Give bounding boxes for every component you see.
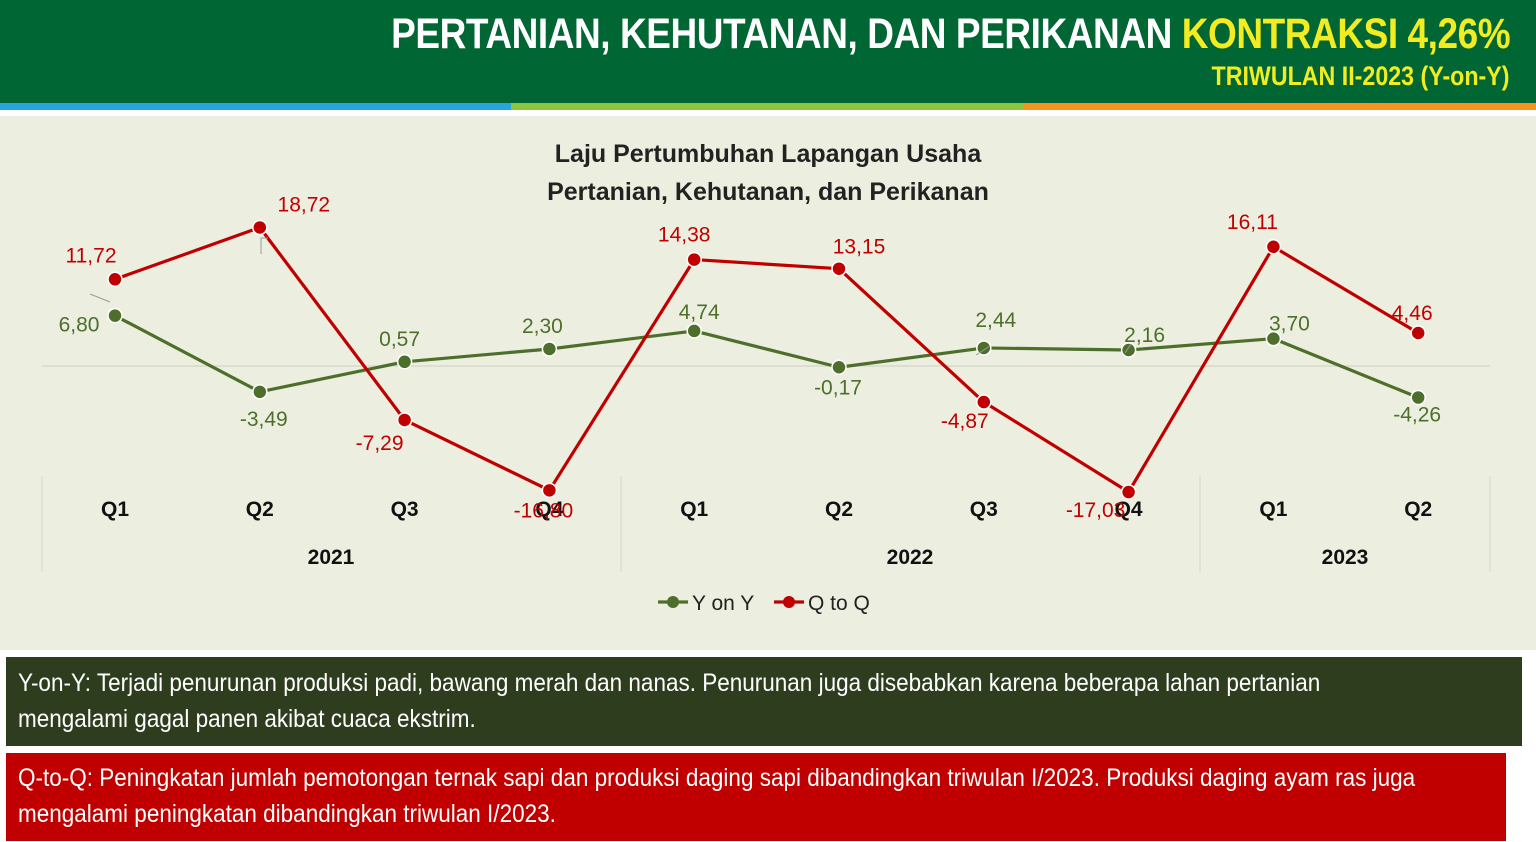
year-label: 2023	[1322, 546, 1369, 569]
data-label-qtq: 14,38	[658, 224, 711, 247]
legend-label-qtq: Q to Q	[808, 592, 870, 615]
data-label-qtq: -7,29	[356, 432, 404, 455]
x-tick-label: Q4	[1115, 498, 1143, 521]
legend-marker-yoy	[667, 596, 679, 608]
data-point-yoy	[1265, 330, 1282, 347]
data-point-qtq	[541, 482, 558, 499]
yoy-note-line-1: Y-on-Y: Terjadi penurunan produksi padi,…	[18, 669, 1321, 697]
x-tick-label: Q4	[535, 498, 563, 521]
data-point-qtq	[396, 412, 413, 428]
page-title-main: PERTANIAN, KEHUTANAN, DAN PERIKANAN	[390, 10, 1182, 58]
data-label-yoy: 3,70	[1269, 313, 1310, 336]
data-point-yoy	[107, 307, 123, 324]
data-label-yoy: 2,30	[522, 315, 563, 338]
data-point-yoy	[831, 359, 847, 376]
year-label: 2021	[308, 546, 355, 569]
x-tick-label: Q1	[101, 498, 129, 521]
series-line-qtq	[114, 225, 1420, 494]
x-tick-label: Q3	[391, 498, 419, 521]
data-point-qtq	[686, 251, 702, 268]
data-label-qtq: -16,80	[514, 499, 574, 522]
yoy-note-line-2: mengalami gagal panen akibat cuaca ekstr…	[18, 705, 476, 733]
x-tick-label: Q2	[1404, 498, 1432, 521]
x-tick-label: Q2	[825, 498, 853, 521]
growth-line-chart: Laju Pertumbuhan Lapangan Usaha Pertanian…	[41, 140, 1491, 615]
data-label-qtq: 16,11	[1227, 211, 1278, 234]
data-label-yoy: -4,26	[1393, 404, 1441, 427]
data-point-qtq	[107, 271, 123, 288]
data-label-yoy: 2,16	[1124, 324, 1165, 347]
data-label-qtq: -17,03	[1066, 499, 1126, 522]
legend-marker-qtq	[783, 596, 795, 608]
data-label-yoy: -0,17	[814, 376, 862, 399]
series-line-yoy	[114, 314, 1419, 400]
data-point-qtq	[831, 260, 847, 277]
x-tick-label: Q1	[1259, 498, 1287, 521]
chart-title-line-1: Laju Pertumbuhan Lapangan Usaha	[555, 140, 983, 168]
data-label-qtq: 13,15	[833, 236, 886, 259]
page-subtitle: TRIWULAN II-2023 (Y-on-Y)	[1211, 61, 1510, 91]
data-point-yoy	[252, 384, 268, 400]
x-tick-label: Q3	[970, 498, 998, 521]
data-label-qtq: -4,87	[941, 410, 989, 433]
data-label-qtq: 11,72	[66, 244, 117, 267]
legend-label-yoy: Y on Y	[692, 592, 754, 615]
data-label-qtq: 4,46	[1392, 302, 1433, 325]
label-leader-line-1	[89, 293, 111, 303]
page-title: PERTANIAN, KEHUTANAN, DAN PERIKANAN KONT…	[391, 10, 1510, 59]
stripe-blue	[0, 103, 511, 110]
qtq-note-line-1: Q-to-Q: Peningkatan jumlah pemotongan te…	[18, 764, 1416, 792]
data-point-qtq	[1410, 325, 1426, 341]
data-label-yoy: -3,49	[240, 408, 288, 431]
data-label-yoy: 6,80	[59, 314, 100, 337]
data-label-yoy: 4,74	[679, 301, 720, 324]
stripe-green	[511, 103, 1023, 110]
data-point-yoy	[686, 323, 702, 339]
page-title-highlight: KONTRAKSI 4,26%	[1181, 10, 1510, 58]
qtq-note-box: Q-to-Q: Peningkatan jumlah pemotongan te…	[6, 753, 1506, 841]
data-point-qtq	[1265, 239, 1282, 255]
data-point-yoy	[396, 354, 413, 370]
data-label-qtq: 18,72	[278, 193, 331, 216]
data-label-yoy: 0,57	[379, 328, 420, 351]
x-tick-label: Q2	[246, 498, 274, 521]
data-point-yoy	[1410, 389, 1426, 406]
chart-title-line-2: Pertanian, Kehutanan, dan Perikanan	[547, 178, 989, 206]
header-banner: PERTANIAN, KEHUTANAN, DAN PERIKANAN KONT…	[0, 0, 1536, 103]
stripe-orange	[1023, 103, 1536, 110]
data-point-qtq	[976, 394, 992, 410]
data-point-yoy	[976, 340, 992, 356]
label-leader-line-0	[260, 237, 268, 254]
yoy-note-box: Y-on-Y: Terjadi penurunan produksi padi,…	[6, 657, 1522, 746]
data-point-qtq	[252, 219, 268, 236]
label-leader-line-2	[975, 345, 991, 356]
qtq-note-line-2: mengalami peningkatan dibandingkan triwu…	[18, 800, 556, 828]
data-point-qtq	[1120, 484, 1137, 500]
data-label-yoy: 2,44	[975, 309, 1016, 332]
x-tick-label: Q1	[680, 498, 708, 521]
data-point-yoy	[1120, 342, 1137, 358]
chart-panel	[0, 116, 1536, 650]
data-point-yoy	[541, 341, 558, 357]
year-label: 2022	[887, 546, 934, 569]
label-leader-line-3	[1124, 343, 1132, 354]
